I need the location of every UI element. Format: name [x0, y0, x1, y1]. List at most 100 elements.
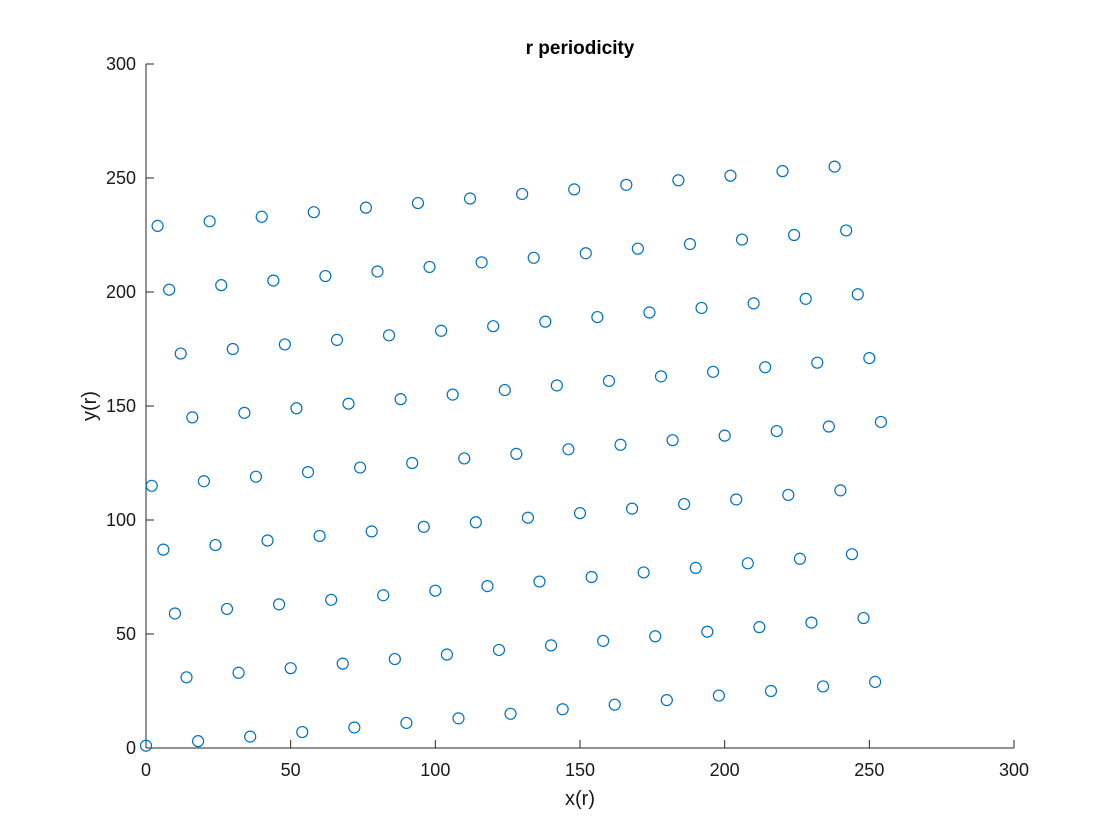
data-point: [272, 598, 286, 611]
data-point: [278, 338, 291, 351]
data-point: [683, 238, 697, 251]
data-point: [637, 566, 650, 579]
data-point: [440, 648, 454, 661]
y-tick-label: 150: [106, 396, 136, 416]
data-point: [249, 470, 263, 483]
data-point: [706, 365, 720, 378]
data-point: [516, 187, 529, 201]
data-point: [168, 607, 182, 620]
data-point: [394, 393, 407, 406]
data-point: [203, 215, 216, 228]
data-point: [330, 333, 344, 346]
y-tick-label: 250: [106, 168, 136, 188]
data-point: [463, 192, 477, 205]
x-tick-label: 50: [281, 760, 301, 780]
data-point: [151, 219, 164, 232]
data-point: [180, 671, 193, 684]
data-point: [672, 174, 685, 187]
data-point: [411, 196, 425, 210]
data-point: [313, 529, 326, 543]
data-point: [400, 716, 413, 730]
y-tick-label: 200: [106, 282, 136, 302]
y-tick-label: 50: [116, 624, 136, 644]
data-point: [579, 247, 592, 260]
data-point: [625, 502, 639, 515]
data-point: [435, 324, 448, 337]
data-point: [382, 329, 396, 342]
axes: [145, 64, 1014, 749]
data-point: [776, 165, 789, 178]
data-point: [406, 456, 419, 470]
data-point: [388, 652, 401, 666]
data-point: [631, 242, 644, 255]
data-point: [869, 675, 882, 688]
data-point: [602, 374, 616, 388]
data-point: [267, 274, 280, 287]
y-ticks: 0 50 100 150 200 250 300: [106, 54, 154, 758]
data-point: [145, 479, 158, 492]
data-point: [759, 361, 772, 374]
data-point: [695, 301, 708, 315]
data-point: [730, 493, 743, 506]
data-point: [533, 575, 546, 588]
data-point: [342, 397, 355, 410]
data-point: [475, 256, 488, 269]
data-point: [220, 602, 234, 616]
data-point: [811, 356, 824, 369]
data-point: [487, 320, 500, 333]
data-point: [504, 707, 517, 720]
data-point: [793, 552, 806, 565]
data-point: [492, 643, 506, 657]
data-point: [735, 233, 749, 246]
data-point: [458, 452, 471, 465]
data-point: [359, 201, 372, 214]
data-point: [724, 169, 737, 182]
data-point: [788, 228, 801, 242]
data-point: [163, 283, 176, 296]
data-point: [452, 712, 465, 725]
data-point: [753, 621, 766, 634]
data-point: [863, 352, 876, 365]
data-point: [562, 443, 575, 456]
data-point: [654, 370, 668, 383]
data-point: [238, 406, 251, 419]
data-point: [556, 703, 569, 716]
x-axis-label: x(r): [565, 788, 595, 810]
data-point: [365, 525, 378, 538]
data-point: [446, 388, 459, 401]
data-point: [544, 639, 558, 652]
data-point: [325, 593, 338, 606]
data-point: [209, 538, 222, 552]
data-point: [764, 684, 778, 698]
data-point: [423, 260, 436, 274]
y-axis-label: y(r): [79, 391, 101, 421]
data-point: [417, 520, 430, 533]
data-point: [354, 461, 367, 474]
data-point: [666, 434, 679, 447]
data-point: [498, 383, 511, 397]
data-point: [799, 292, 812, 305]
data-point: [585, 570, 598, 584]
data-point: [336, 657, 349, 670]
data-point: [782, 488, 795, 502]
data-point: [591, 310, 604, 324]
data-point: [608, 698, 621, 711]
data-points: [139, 160, 888, 752]
data-point: [226, 342, 239, 356]
data-point: [527, 251, 540, 264]
data-point: [822, 420, 835, 433]
data-point: [857, 611, 870, 625]
x-tick-label: 150: [565, 760, 595, 780]
data-point: [261, 534, 274, 547]
x-tick-label: 0: [141, 760, 151, 780]
data-point: [510, 447, 523, 460]
data-point: [429, 584, 442, 597]
data-point: [301, 466, 315, 479]
data-point: [614, 438, 627, 451]
data-point: [319, 269, 332, 283]
data-point: [174, 347, 187, 360]
data-point: [197, 475, 210, 488]
data-point: [718, 429, 731, 442]
data-point: [678, 497, 691, 511]
data-point: [371, 265, 384, 278]
